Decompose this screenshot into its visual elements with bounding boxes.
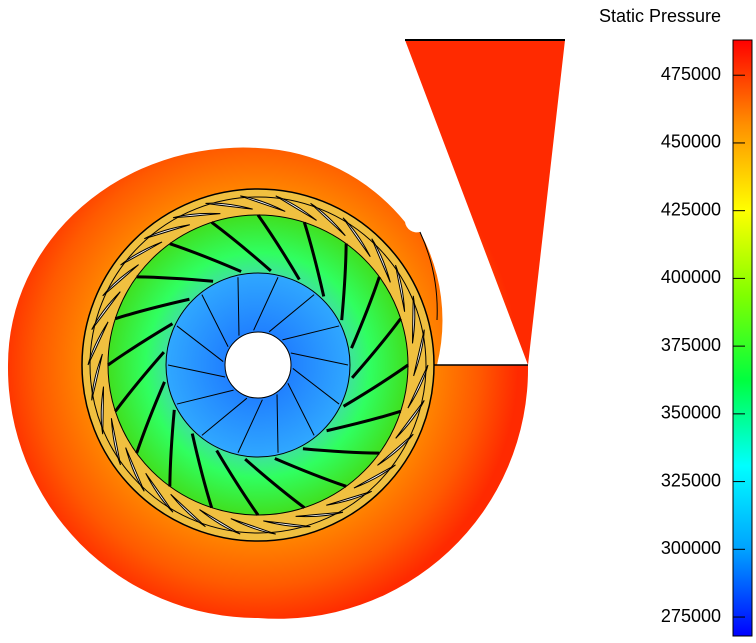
inducer-blade [201,397,248,436]
impeller-blade [114,297,190,321]
inducer-blade [237,277,240,336]
impeller-blade [256,214,301,281]
colorbar-tick-label: 450000 [661,132,721,152]
diffuser-vane [310,202,346,237]
inducer-blade [290,352,349,366]
impeller-blade [244,457,306,509]
diffuser-vane [395,264,406,312]
impeller-blade [114,351,166,413]
inducer-blade [282,325,340,341]
impeller-blade [135,381,166,454]
impeller-blade [342,363,409,408]
colorbar-title: Static Pressure [599,6,721,26]
diffuser-vane [230,518,276,535]
impeller-blade [350,276,381,349]
impeller-blade [169,242,242,273]
impeller-blade [136,275,214,283]
colorbar-tick-label: 275000 [661,606,721,626]
diffuser-vane [102,264,139,297]
impeller-blade [168,409,176,487]
colorbar-tick-label: 300000 [661,538,721,558]
colorbar-tick-label: 375000 [661,335,721,355]
diffuser-vane [170,493,206,528]
colorbar-tick-label: 475000 [661,64,721,84]
diffuser-vane [275,195,317,221]
inducer-blade [201,294,229,348]
diffuser-vane [353,464,396,489]
diffuser-vane [120,241,163,266]
diffuser-vane [199,509,241,535]
diffuser-vane [263,520,311,528]
inducer-blade [292,368,340,405]
diffuser-vane [342,217,371,258]
colorbar-tick-label: 400000 [661,267,721,287]
inducer-blade [237,399,263,453]
diffuser-vane [87,321,109,366]
inducer-blade [167,364,226,378]
impeller-blade [302,221,326,297]
diffuser-vane [371,238,391,283]
diffuser-vane [100,386,105,435]
diffuser-vane [144,224,190,240]
diffuser-vane [91,353,103,401]
diffuser-vane [240,195,286,212]
impeller-blade [350,317,402,379]
inducer-blade [268,294,315,333]
colorbar [732,39,753,637]
diffuser-vane [145,472,174,513]
hub [224,331,292,399]
diffuser-vane [205,202,253,210]
colorbar-tick-label: 325000 [661,470,721,490]
inducer-blade [176,389,234,405]
inducer-blade [176,325,224,362]
colorbar-tick-label: 425000 [661,199,721,219]
diffuser-vane [411,295,416,344]
diffuser-vane [91,291,121,330]
diffuser-vane [110,418,121,466]
diffuser-vane [295,511,344,518]
impeller-blade [326,409,402,433]
diffuser-vane [326,490,372,506]
diffuser-vane [377,433,414,466]
diffuser-vane [395,400,425,439]
inducer-blade [287,382,315,436]
impeller-blade [107,322,174,367]
diffuser-vane [172,212,221,219]
inducer-blade [253,277,279,331]
impeller-blade [210,221,272,273]
impeller-blade [274,457,347,488]
impeller-blade [340,243,348,321]
impeller-blade [302,447,380,455]
diffuser-vane [407,364,429,409]
diffuser-vane [125,447,145,492]
colorbar-tick-label: 350000 [661,403,721,423]
impeller-blade [190,433,214,509]
pump-geometry [7,39,565,619]
impeller-blade [215,449,260,516]
inducer-blade [276,394,279,453]
diffuser-vane [413,329,425,377]
